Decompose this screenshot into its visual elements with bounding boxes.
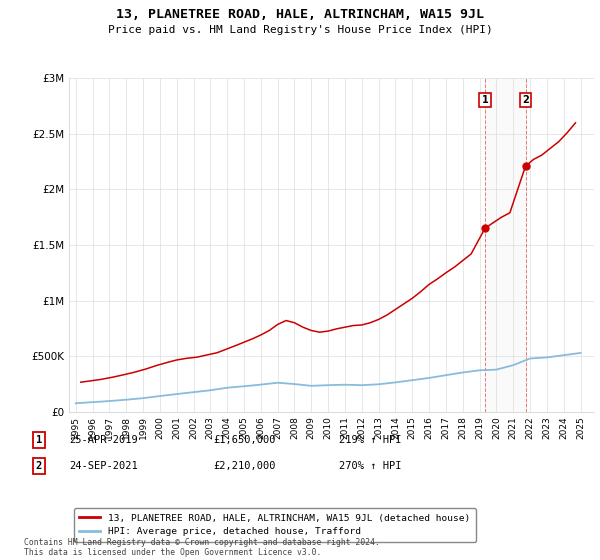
Text: 270% ↑ HPI: 270% ↑ HPI (339, 461, 401, 471)
Text: 13, PLANETREE ROAD, HALE, ALTRINCHAM, WA15 9JL: 13, PLANETREE ROAD, HALE, ALTRINCHAM, WA… (116, 8, 484, 21)
Bar (485, 78, 526, 412)
Text: Price paid vs. HM Land Registry's House Price Index (HPI): Price paid vs. HM Land Registry's House … (107, 25, 493, 35)
Text: 2: 2 (36, 461, 42, 471)
Legend: 13, PLANETREE ROAD, HALE, ALTRINCHAM, WA15 9JL (detached house), HPI: Average pr: 13, PLANETREE ROAD, HALE, ALTRINCHAM, WA… (74, 508, 476, 542)
Text: 2: 2 (522, 95, 529, 105)
Text: Contains HM Land Registry data © Crown copyright and database right 2024.
This d: Contains HM Land Registry data © Crown c… (24, 538, 380, 557)
Text: 1: 1 (36, 435, 42, 445)
Text: 25-APR-2019: 25-APR-2019 (69, 435, 138, 445)
Text: 1: 1 (482, 95, 488, 105)
Text: £2,210,000: £2,210,000 (213, 461, 275, 471)
Text: £1,650,000: £1,650,000 (213, 435, 275, 445)
Text: 219% ↑ HPI: 219% ↑ HPI (339, 435, 401, 445)
Text: 24-SEP-2021: 24-SEP-2021 (69, 461, 138, 471)
